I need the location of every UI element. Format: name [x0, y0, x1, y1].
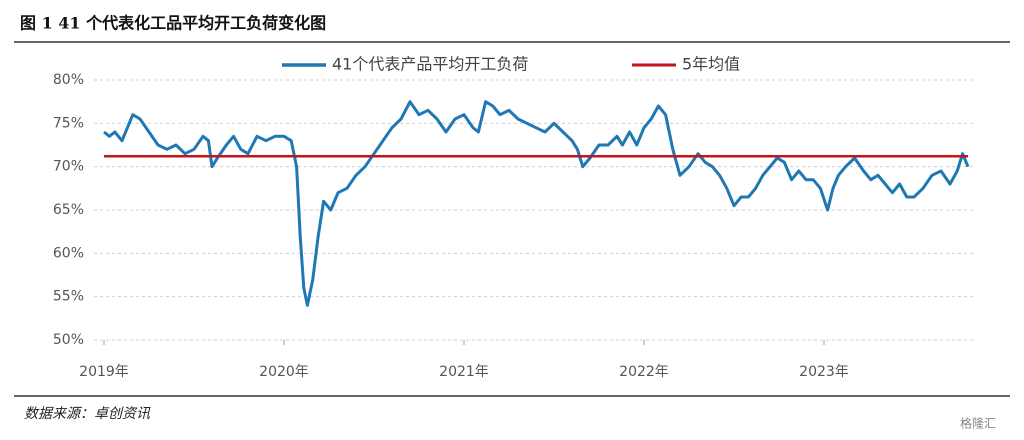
source: 数据来源：卓创资讯: [24, 406, 151, 422]
x-tick-label: 2021年: [439, 364, 489, 380]
y-tick-label: 65%: [53, 202, 84, 218]
y-tick-label: 55%: [53, 289, 84, 305]
y-tick-label: 80%: [53, 72, 84, 88]
x-tick-label: 2020年: [259, 364, 309, 380]
chart-title: 图 1 41 个代表化工品平均开工负荷变化图: [20, 14, 326, 33]
y-tick-label: 75%: [53, 115, 84, 131]
x-tick-label: 2019年: [79, 364, 129, 380]
x-tick-label: 2023年: [799, 364, 849, 380]
legend-label: 41个代表产品平均开工负荷: [332, 55, 528, 74]
legend-label: 5年均值: [682, 55, 740, 74]
y-tick-label: 70%: [53, 159, 84, 175]
data-line: [103, 100, 970, 307]
y-tick-label: 50%: [53, 332, 84, 348]
y-tick-label: 60%: [53, 245, 84, 261]
watermark: 格隆汇: [960, 416, 996, 431]
x-tick-label: 2022年: [619, 364, 669, 380]
